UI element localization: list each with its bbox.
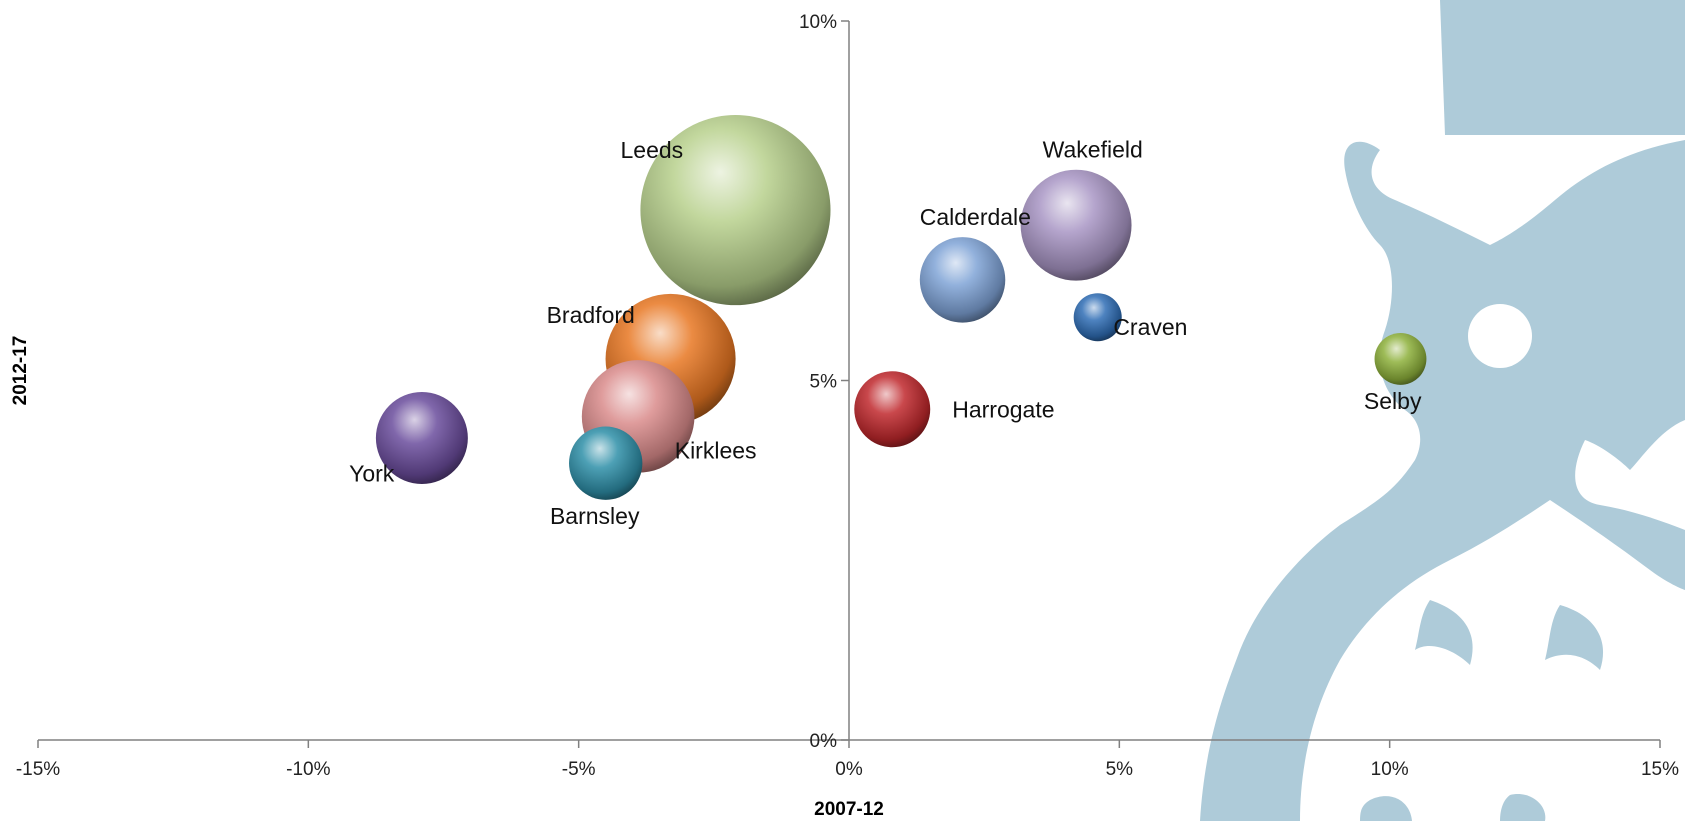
bubble-label-selby: Selby (1364, 388, 1422, 414)
bubble-wakefield (1020, 169, 1132, 281)
y-tick-label: 0% (810, 731, 838, 752)
x-tick-label: 5% (1106, 759, 1134, 780)
y-tick-label: 10% (799, 12, 837, 33)
x-tick-label: 10% (1371, 759, 1409, 780)
x-tick-label: -10% (286, 759, 330, 780)
y-axis-ticks: 0% 5% 10% (799, 12, 849, 752)
x-tick-label: -15% (16, 759, 60, 780)
bubble-barnsley (569, 426, 643, 500)
x-axis-title: 2007-12 (814, 799, 884, 820)
watermark-emblem (1200, 0, 1685, 821)
bubble-leeds (640, 115, 831, 306)
bubble-calderdale (919, 237, 1006, 323)
x-tick-label: 0% (835, 759, 863, 780)
bubble-labels: Leeds Bradford Kirklees Barnsley York Calderd… (349, 137, 1422, 529)
bubble-series (375, 115, 1427, 500)
bubble-label-york: York (349, 461, 395, 487)
bubble-label-barnsley: Barnsley (550, 503, 640, 529)
bubble-craven (1073, 293, 1122, 342)
y-axis-title: 2012-17 (10, 336, 31, 406)
bubble-label-calderdale: Calderdale (920, 204, 1031, 230)
bubble-label-kirklees: Kirklees (675, 438, 757, 464)
y-tick-label: 5% (810, 372, 838, 393)
bubble-york (375, 392, 468, 485)
bubble-label-harrogate: Harrogate (952, 396, 1054, 422)
bubble-label-wakefield: Wakefield (1043, 137, 1143, 163)
bubble-harrogate (854, 371, 931, 448)
bubble-selby (1374, 332, 1427, 385)
x-tick-label: 15% (1641, 759, 1679, 780)
bubble-label-bradford: Bradford (547, 302, 635, 328)
x-axis-ticks: -15% -10% -5% 0% 5% 10% 15% (16, 740, 1679, 780)
bubble-label-leeds: Leeds (621, 137, 684, 163)
bubble-label-craven: Craven (1113, 314, 1187, 340)
x-tick-label: -5% (562, 759, 596, 780)
